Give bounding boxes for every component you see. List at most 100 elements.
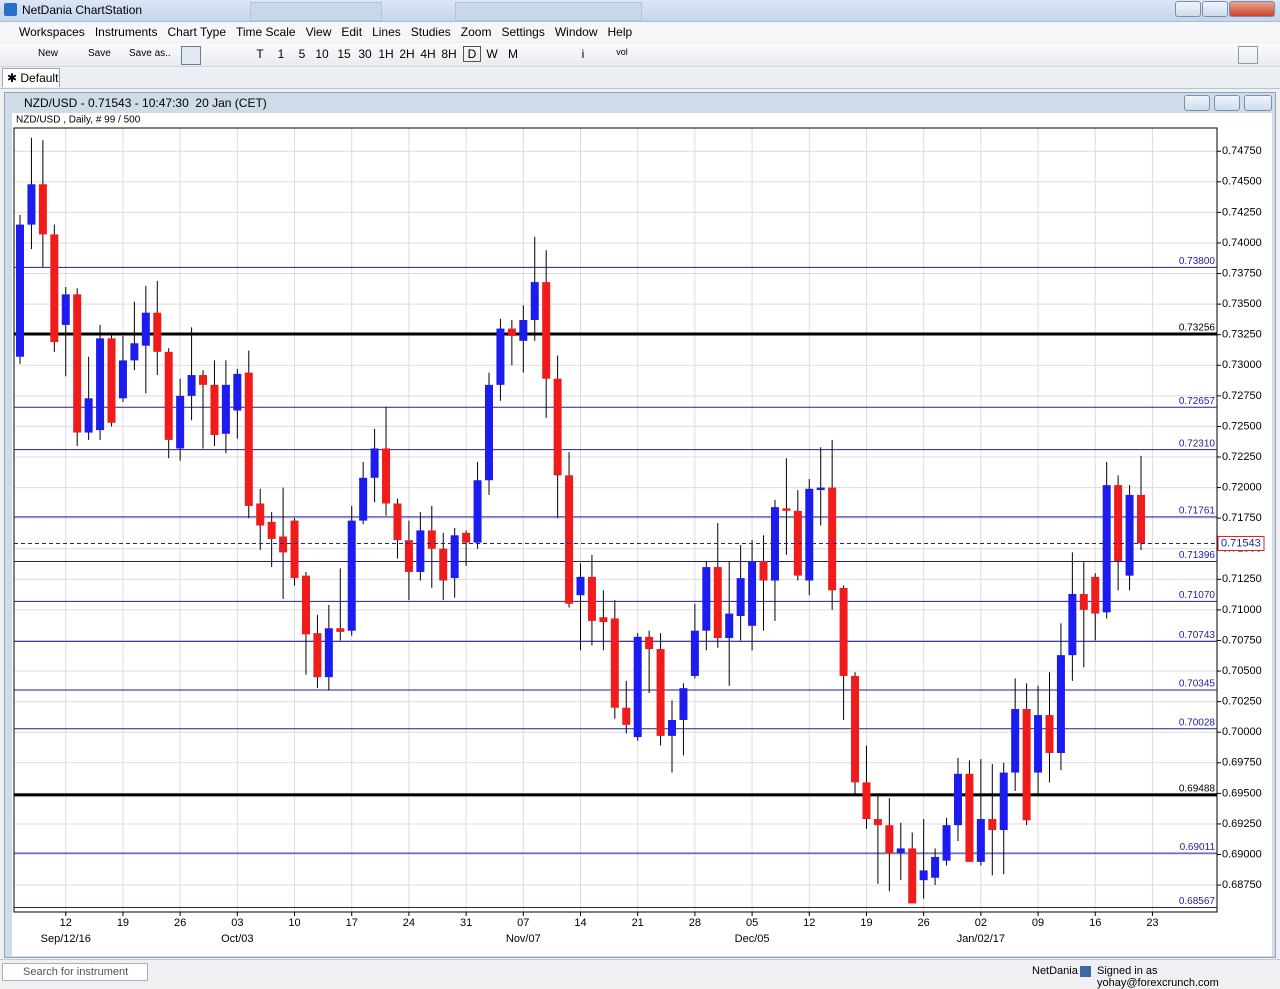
timescale-button[interactable]: 4H	[420, 47, 436, 61]
candle-body	[404, 540, 413, 572]
info-tool[interactable]: i	[581, 47, 585, 61]
search-box[interactable]: Search for instrument	[2, 963, 148, 981]
candle-chart-button[interactable]	[181, 46, 201, 65]
y-tick-label: 0.70000	[1222, 726, 1262, 738]
volume-tool[interactable]: vol	[616, 47, 628, 57]
menu-item[interactable]: Window	[554, 25, 598, 39]
tab-label: Default	[20, 71, 59, 85]
candle-body	[16, 224, 24, 357]
brand: NetDania	[1032, 965, 1078, 977]
candle-body	[1137, 494, 1145, 544]
candle-body	[176, 395, 185, 449]
app-icon	[4, 3, 17, 16]
candle-body	[702, 567, 711, 631]
y-tick-label: 0.70500	[1222, 665, 1262, 677]
y-tick-label: 0.72250	[1222, 451, 1262, 463]
candle-body	[130, 343, 139, 361]
candle-body	[1079, 593, 1088, 610]
menu-item[interactable]: View	[305, 25, 332, 39]
timescale-button[interactable]: T	[256, 47, 264, 61]
x-tick-label: 28	[689, 917, 701, 929]
minimize-button[interactable]	[1175, 1, 1201, 17]
maximize-button[interactable]	[1202, 1, 1228, 17]
chart-subtitle: NZD/USD , Daily, # 99 / 500	[16, 115, 141, 126]
x-tick-label: 17	[346, 917, 358, 929]
candle-body	[965, 773, 974, 862]
x-tick-label: 03	[231, 917, 243, 929]
menu-item[interactable]: Workspaces	[19, 25, 85, 39]
candle-body	[679, 688, 688, 720]
menu-item[interactable]: Zoom	[460, 25, 492, 39]
candle-body	[736, 578, 745, 617]
timescale-button[interactable]: 8H	[441, 47, 457, 61]
y-tick-label: 0.73750	[1222, 267, 1262, 279]
y-tick-label: 0.73250	[1222, 329, 1262, 341]
candle-body	[1034, 715, 1043, 773]
level-label: 0.72310	[1179, 438, 1216, 449]
candle-body	[347, 520, 356, 631]
candle-body	[439, 548, 448, 581]
timescale-button[interactable]: 5	[298, 47, 306, 61]
timescale-button[interactable]: D	[463, 46, 481, 62]
candle-body	[976, 819, 985, 862]
candle-body	[931, 856, 940, 878]
candle-body	[770, 507, 779, 581]
menu-item[interactable]: Instruments	[94, 25, 158, 39]
workspace-tab[interactable]: ✱ Default	[2, 68, 60, 87]
menu-item[interactable]: Settings	[501, 25, 545, 39]
timescale-button[interactable]: W	[486, 47, 498, 61]
candle-body	[96, 338, 105, 431]
window-restore[interactable]	[1214, 95, 1240, 111]
y-tick-label: 0.69250	[1222, 818, 1262, 830]
window-minimize[interactable]	[1184, 95, 1210, 111]
last-price-label: 0.71543	[1221, 537, 1261, 549]
candle-body	[1068, 593, 1077, 656]
x-tick-label: 09	[1032, 917, 1044, 929]
menu-item[interactable]: Time Scale	[236, 25, 296, 39]
candle-body	[748, 560, 757, 626]
save-as-button[interactable]: Save as..	[129, 48, 171, 59]
x-tick-label: 14	[574, 917, 586, 929]
menu-item[interactable]: Studies	[410, 25, 451, 39]
candle-body	[187, 375, 196, 396]
y-tick-label: 0.72000	[1222, 481, 1262, 493]
candle-body	[73, 294, 82, 433]
close-button[interactable]	[1229, 1, 1275, 17]
y-tick-label: 0.71000	[1222, 604, 1262, 616]
timescale-button[interactable]: 15	[337, 47, 351, 61]
timescale-button[interactable]: 10	[315, 47, 329, 61]
level-label: 0.71070	[1179, 590, 1216, 601]
menu-item[interactable]: Help	[607, 25, 633, 39]
y-tick-label: 0.69500	[1222, 787, 1262, 799]
y-tick-label: 0.69750	[1222, 757, 1262, 769]
new-button[interactable]: New	[38, 48, 59, 59]
candle-body	[656, 649, 665, 736]
timescale-button[interactable]: 1H	[378, 47, 394, 61]
candle-body	[908, 848, 917, 904]
menu-item[interactable]: Edit	[341, 25, 363, 39]
level-label: 0.70345	[1179, 679, 1216, 690]
candle-body	[221, 384, 230, 434]
timescale-button[interactable]: 2H	[399, 47, 415, 61]
timescale-button[interactable]: 1	[277, 47, 285, 61]
timescale-button[interactable]: 30	[358, 47, 372, 61]
x-period-label: Sep/12/16	[41, 933, 91, 945]
candle-body	[496, 328, 505, 385]
panel-button[interactable]	[1238, 46, 1258, 64]
candle-body	[576, 576, 585, 596]
save-button[interactable]: Save	[88, 48, 111, 59]
candle-body	[1125, 494, 1134, 576]
candle-body	[50, 234, 59, 343]
candle-body	[530, 282, 539, 321]
window-close[interactable]	[1244, 95, 1272, 111]
candle-body	[462, 532, 471, 543]
menu-item[interactable]: Chart Type	[167, 25, 226, 39]
y-tick-label: 0.71750	[1222, 512, 1262, 524]
chart-background	[12, 113, 1272, 956]
candle-body	[416, 530, 425, 572]
menu-item[interactable]: Lines	[372, 25, 401, 39]
timescale-button[interactable]: M	[508, 47, 518, 61]
candle-body	[233, 373, 242, 411]
y-tick-label: 0.70750	[1222, 634, 1262, 646]
